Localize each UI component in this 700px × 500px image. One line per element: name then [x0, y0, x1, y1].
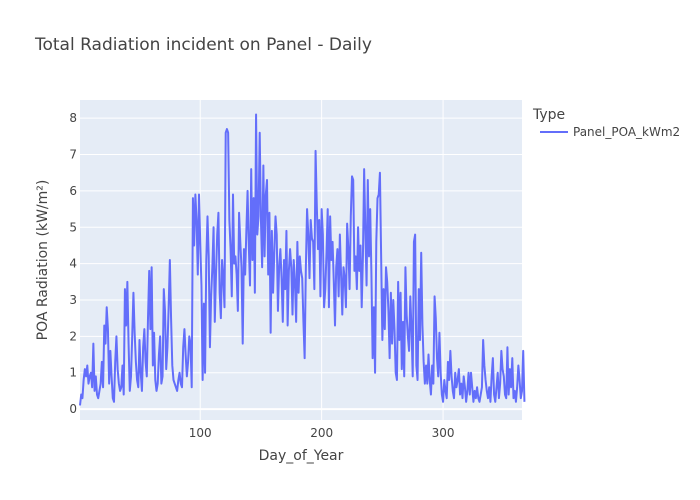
y-axis-title: POA Radiation (kW/m²) [35, 180, 51, 341]
y-tick-label: 3 [69, 293, 77, 307]
x-tick-label: 200 [310, 426, 333, 440]
chart-title: Total Radiation incident on Panel - Dail… [34, 35, 372, 55]
x-tick-label: 300 [432, 426, 455, 440]
y-tick-label: 2 [69, 329, 77, 343]
y-tick-label: 8 [69, 111, 77, 125]
x-axis-ticks: 100 200 300 [189, 426, 455, 440]
y-tick-label: 1 [69, 366, 77, 380]
y-tick-label: 0 [69, 402, 77, 416]
y-tick-label: 4 [69, 257, 77, 271]
y-tick-label: 5 [69, 220, 77, 234]
legend-title: Type [532, 107, 565, 123]
series-line-panel-poa [79, 113, 526, 406]
x-tick-label: 100 [189, 426, 212, 440]
legend: Type Panel_POA_kWm2 [532, 107, 680, 139]
y-axis-ticks: 0 1 2 3 4 5 6 7 8 [69, 111, 77, 416]
y-tick-label: 7 [69, 148, 77, 162]
x-axis-title: Day_of_Year [259, 448, 344, 464]
y-tick-label: 6 [69, 184, 77, 198]
legend-label: Panel_POA_kWm2 [573, 125, 680, 139]
